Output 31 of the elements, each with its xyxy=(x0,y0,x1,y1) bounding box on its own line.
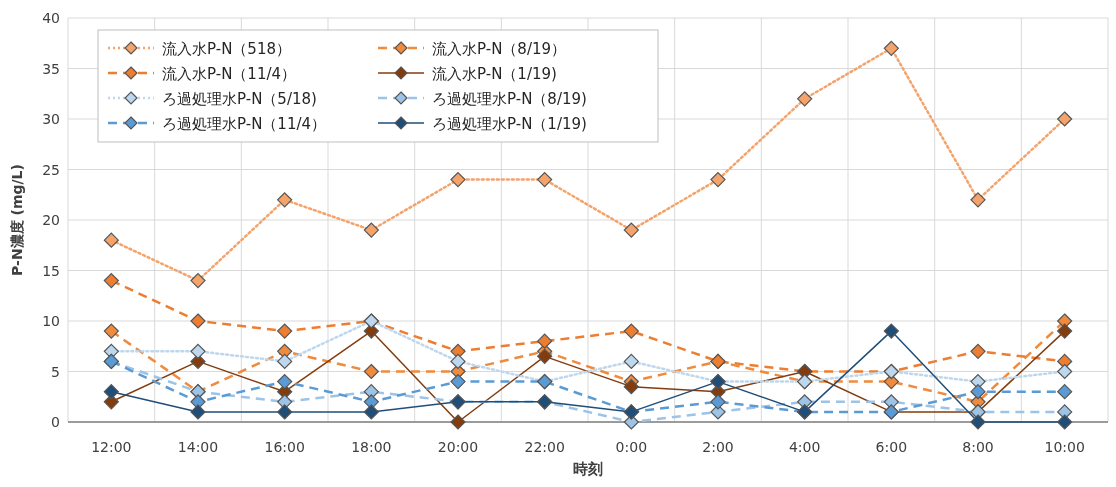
x-tick-label: 16:00 xyxy=(264,439,305,455)
legend-label: 流入水P-N（8/19） xyxy=(432,40,567,58)
x-tick-label: 6:00 xyxy=(875,439,908,455)
x-axis-title: 時刻 xyxy=(573,460,603,478)
x-tick-label: 0:00 xyxy=(615,439,648,455)
legend-label: ろ過処理水P-N（1/19) xyxy=(432,115,587,133)
x-tick-label: 2:00 xyxy=(702,439,734,455)
legend-label: 流入水P-N（11/4） xyxy=(162,65,297,83)
y-tick-label: 10 xyxy=(42,313,60,329)
y-tick-label: 15 xyxy=(42,262,60,279)
y-axis-title: P-N濃度 (mg/L) xyxy=(9,164,25,276)
y-tick-label: 30 xyxy=(42,111,60,127)
x-tick-label: 22:00 xyxy=(524,439,565,455)
y-tick-label: 25 xyxy=(42,161,60,178)
x-tick-label: 10:00 xyxy=(1044,439,1085,455)
x-tick-label: 8:00 xyxy=(962,439,994,455)
legend-label: ろ過処理水P-N（5/18) xyxy=(162,90,317,108)
x-tick-label: 18:00 xyxy=(351,439,392,455)
x-tick-label: 20:00 xyxy=(437,439,479,455)
y-tick-label: 40 xyxy=(42,10,60,26)
legend-label: 流入水P-N（1/19) xyxy=(432,65,557,83)
legend-label: 流入水P-N（518） xyxy=(162,40,291,58)
legend-label: ろ過処理水P-N（11/4） xyxy=(162,115,327,133)
x-tick-label: 4:00 xyxy=(788,439,821,455)
y-tick-label: 35 xyxy=(42,60,60,77)
x-tick-label: 12:00 xyxy=(91,439,132,455)
y-tick-label: 20 xyxy=(42,212,60,228)
y-tick-label: 5 xyxy=(51,363,60,380)
legend-label: ろ過処理水P-N（8/19) xyxy=(432,90,587,108)
x-tick-label: 14:00 xyxy=(177,439,219,455)
y-tick-label: 0 xyxy=(51,414,60,430)
